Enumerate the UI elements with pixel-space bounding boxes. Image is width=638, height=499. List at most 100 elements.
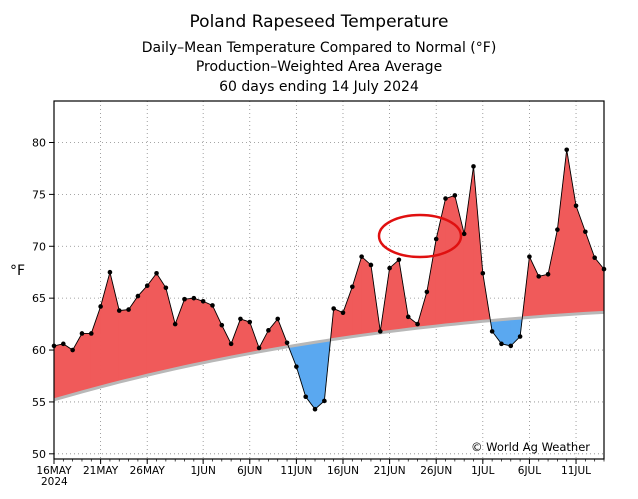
- data-point: [200, 298, 206, 304]
- chart-title: Poland Rapeseed Temperature: [190, 12, 449, 32]
- data-point: [303, 394, 308, 400]
- data-point: [88, 331, 94, 336]
- x-tick-label: 1JUN: [190, 465, 215, 477]
- year-label: 2024: [41, 476, 68, 488]
- data-point: [312, 406, 318, 412]
- y-tick-label: 60: [32, 344, 46, 357]
- data-point: [564, 147, 570, 153]
- data-point: [536, 274, 542, 279]
- data-point: [154, 270, 159, 276]
- x-tick-label: 6JUL: [518, 465, 541, 477]
- anomaly-segment: [53, 343, 64, 401]
- anomaly-segment: [212, 305, 223, 362]
- data-point: [452, 193, 458, 198]
- anomaly-segment: [566, 149, 577, 315]
- anomaly-segment: [109, 272, 120, 385]
- x-tick-label: 11JUN: [280, 465, 312, 477]
- anomaly-segment: [268, 318, 279, 351]
- anomaly-segment: [118, 309, 129, 383]
- data-point: [172, 321, 178, 327]
- anomaly-segment: [463, 166, 474, 324]
- y-tick-label: 50: [32, 448, 46, 461]
- data-point: [555, 227, 560, 232]
- anomaly-segment: [352, 256, 362, 338]
- anomaly-segment: [193, 297, 204, 366]
- data-point: [182, 296, 187, 302]
- x-tick-label: 26JUN: [420, 465, 452, 477]
- data-point: [144, 283, 150, 289]
- data-point: [387, 265, 392, 271]
- data-point: [545, 271, 551, 277]
- x-tick-label: 16JUN: [327, 465, 359, 477]
- x-tick-label: 6JUN: [237, 465, 262, 477]
- anomaly-segment: [314, 340, 325, 410]
- data-point: [377, 329, 383, 334]
- data-point: [61, 341, 66, 347]
- data-point: [70, 347, 75, 353]
- anomaly-segment: [594, 256, 605, 314]
- data-point: [247, 319, 253, 325]
- anomaly-segment: [538, 273, 549, 317]
- data-point: [284, 340, 290, 346]
- data-point: [107, 269, 113, 275]
- data-point: [443, 196, 448, 201]
- chart-subtitle-2: Production–Weighted Area Average: [196, 59, 442, 75]
- data-point: [573, 203, 579, 209]
- anomaly-segment: [240, 318, 251, 356]
- x-tick-label: 1JUL: [471, 465, 494, 477]
- data-point: [126, 307, 131, 312]
- data-point: [583, 229, 588, 235]
- y-tick-label: 70: [32, 240, 46, 253]
- x-tick-label: 26MAY: [130, 465, 166, 477]
- data-point: [461, 231, 467, 237]
- anomaly-segment: [137, 284, 148, 378]
- data-point: [396, 257, 402, 263]
- x-tick-label: 11JUL: [561, 465, 591, 477]
- data-point: [350, 284, 355, 290]
- data-point: [79, 331, 85, 336]
- data-point: [219, 322, 225, 328]
- data-point: [527, 254, 532, 259]
- data-point: [331, 306, 336, 311]
- data-point: [228, 341, 234, 347]
- anomaly-segment: [165, 287, 176, 372]
- data-point: [266, 328, 271, 333]
- anomaly-segment: [184, 297, 195, 368]
- data-point: [275, 316, 281, 322]
- axes: 50 55 60 65 70 75 80 16MAY 21MAY 26MAY 1JUN 6JUN 11J…: [32, 100, 605, 477]
- data-point: [368, 262, 374, 268]
- data-point: [116, 308, 122, 313]
- anomaly-segment: [501, 318, 512, 347]
- anomaly-fills: [53, 149, 605, 411]
- y-tick-label: 55: [32, 396, 46, 409]
- copyright-annotation: © World Ag Weather: [471, 440, 590, 454]
- data-point: [210, 303, 215, 308]
- plot-frame: [53, 100, 605, 460]
- x-tick-label: 21JUN: [374, 465, 406, 477]
- data-point: [499, 341, 504, 347]
- data-point: [471, 164, 476, 169]
- data-point: [517, 334, 523, 339]
- anomaly-segment: [575, 205, 586, 315]
- data-point: [359, 254, 364, 259]
- data-point: [508, 343, 514, 349]
- anomaly-segment: [230, 318, 241, 358]
- data-point: [592, 255, 597, 260]
- chart-subtitle-3: 60 days ending 14 July 2024: [219, 79, 419, 95]
- data-point: [415, 321, 420, 327]
- chart-subtitle-1: Daily–Mean Temperature Compared to Norma…: [142, 40, 497, 56]
- gridlines: [54, 101, 604, 459]
- y-axis-label: °F: [10, 263, 25, 279]
- data-point: [480, 270, 486, 276]
- anomaly-segment: [361, 255, 372, 336]
- y-tick-label: 65: [32, 292, 46, 305]
- normal-line: [53, 310, 605, 402]
- data-point: [135, 293, 141, 299]
- highlight-ellipse: [377, 213, 463, 259]
- data-point: [340, 310, 346, 315]
- anomaly-segment: [557, 149, 568, 316]
- data-points: [51, 147, 607, 412]
- y-tick-label: 75: [32, 188, 46, 201]
- anomaly-segment: [389, 259, 400, 332]
